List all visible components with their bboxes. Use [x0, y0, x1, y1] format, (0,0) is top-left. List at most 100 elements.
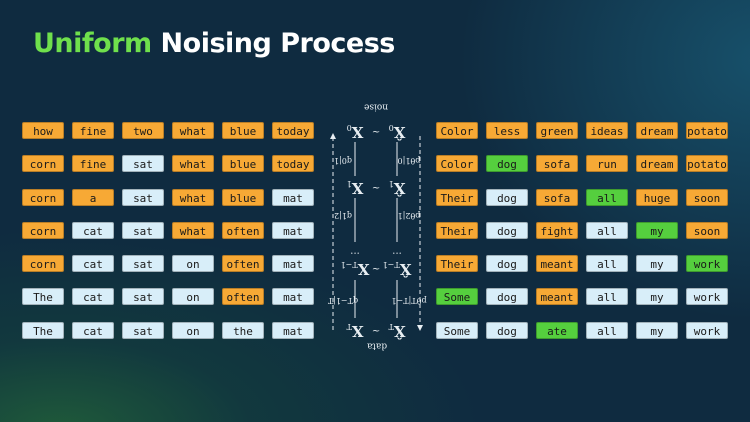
x-node: X0	[347, 123, 364, 141]
token: sat	[122, 288, 164, 306]
token: work	[686, 321, 728, 339]
node-symbol: X	[351, 179, 363, 197]
noise-label: noise	[364, 102, 388, 112]
token-row: Some dog ate all my work	[436, 321, 728, 339]
token: The	[22, 321, 64, 339]
page-title: Uniform Noising Process	[33, 28, 395, 59]
node-symbol: X	[351, 322, 363, 340]
token: huge	[636, 188, 678, 206]
node-subscript: T−1	[383, 260, 400, 269]
node-symbol: X̂	[399, 260, 411, 278]
token: what	[172, 155, 214, 173]
q-transition-label: q1|2	[334, 211, 352, 220]
token: soon	[686, 188, 728, 206]
x-hat-node: X̂0	[389, 123, 406, 141]
token: meant	[536, 255, 578, 273]
token: blue	[222, 122, 264, 139]
token: less	[486, 122, 528, 139]
token: on	[172, 321, 214, 339]
token: run	[586, 155, 628, 173]
token: mat	[272, 321, 314, 339]
token: my	[636, 288, 678, 306]
token-row: how fine two what blue today	[22, 122, 314, 139]
node-symbol: X	[357, 260, 369, 278]
token: corn	[22, 155, 64, 173]
node-symbol: X̂	[393, 322, 405, 340]
token: how	[22, 122, 64, 139]
token: a	[72, 188, 114, 206]
token: dog	[486, 288, 528, 306]
token: cat	[72, 255, 114, 273]
node-subscript: 0	[347, 123, 352, 132]
token: dog	[486, 155, 528, 173]
p-transition-label: pθ1|0	[398, 156, 421, 165]
token: sofa	[536, 155, 578, 173]
token: dog	[486, 321, 528, 339]
node-subscript: T	[346, 322, 352, 331]
node-subscript: 0	[389, 123, 394, 132]
data-label: data	[366, 341, 387, 351]
token: sofa	[536, 188, 578, 206]
token: meant	[536, 288, 578, 306]
right-token-grid: Color less green ideas dream potato Color dog so…	[436, 122, 728, 355]
token: what	[172, 221, 214, 239]
token-row: Color dog sofa run dream potato	[436, 155, 728, 173]
token: sat	[122, 188, 164, 206]
token-row: Their dog fight all my soon	[436, 221, 728, 239]
title-rest: Noising Process	[151, 28, 396, 59]
node-symbol: X	[351, 123, 363, 141]
token: ate	[536, 321, 578, 339]
token: fine	[72, 122, 114, 139]
token: soon	[686, 221, 728, 239]
x-hat-node: X̂T	[388, 322, 406, 340]
token: all	[586, 188, 628, 206]
token: fine	[72, 155, 114, 173]
wavy-link: ~	[372, 325, 380, 336]
node-symbol: X̂	[393, 179, 405, 197]
token-row: Some dog meant all my work	[436, 288, 728, 306]
token: work	[686, 255, 728, 273]
token: Their	[436, 188, 478, 206]
token: dream	[636, 155, 678, 173]
token-row: Their dog meant all my work	[436, 255, 728, 273]
token-row: corn cat sat on often mat	[22, 255, 314, 273]
token-row: corn cat sat what often mat	[22, 221, 314, 239]
ellipsis: ···	[350, 247, 360, 258]
token: corn	[22, 221, 64, 239]
x-node: X1	[347, 179, 364, 197]
token-row: The cat sat on often mat	[22, 288, 314, 306]
token: ideas	[586, 122, 628, 139]
token: dog	[486, 188, 528, 206]
token: the	[222, 321, 264, 339]
q-transition-label: q0|1	[334, 156, 352, 165]
token: today	[272, 155, 314, 173]
wavy-link: ~	[372, 263, 380, 274]
token: corn	[22, 188, 64, 206]
token: sat	[122, 255, 164, 273]
token: Color	[436, 122, 478, 139]
token: mat	[272, 221, 314, 239]
token: Some	[436, 321, 478, 339]
x-hat-node: X̂1	[389, 179, 406, 197]
p-transition-label: pθ2|1	[398, 211, 421, 220]
token-row: The cat sat on the mat	[22, 321, 314, 339]
token: often	[222, 288, 264, 306]
node-subscript: T	[388, 322, 394, 331]
token-row: Their dog sofa all huge soon	[436, 188, 728, 206]
q-transition-label: qT−1|T	[327, 296, 358, 305]
x-node: XT−1	[341, 260, 370, 278]
token: sat	[122, 321, 164, 339]
token: work	[686, 288, 728, 306]
token: potato	[686, 122, 728, 139]
wavy-link: ~	[372, 126, 380, 137]
node-subscript: T−1	[341, 260, 358, 269]
token: Their	[436, 255, 478, 273]
token: potato	[686, 155, 728, 173]
token: dog	[486, 221, 528, 239]
title-accent: Uniform	[33, 28, 152, 59]
token-row: corn fine sat what blue today	[22, 155, 314, 173]
token: my	[636, 221, 678, 239]
token: mat	[272, 255, 314, 273]
ellipsis: ···	[392, 247, 402, 258]
token: Color	[436, 155, 478, 173]
